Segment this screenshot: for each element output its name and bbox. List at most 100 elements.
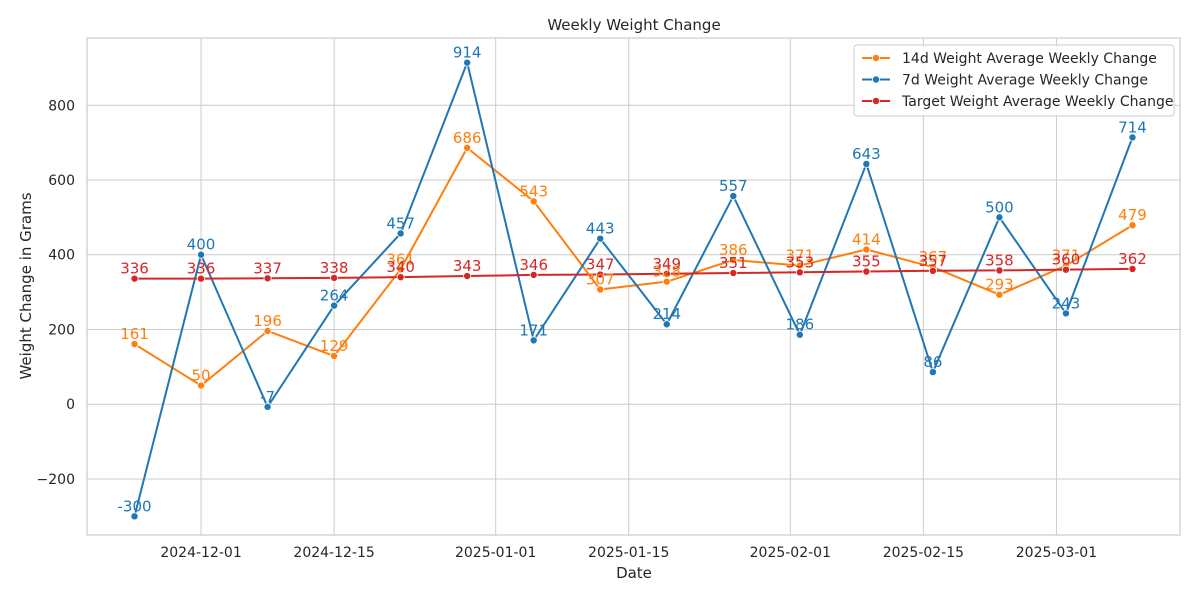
data-point: [130, 274, 139, 283]
x-axis-label: Date: [616, 564, 652, 582]
data-label: 457: [386, 214, 415, 232]
data-label: 340: [386, 258, 415, 276]
x-tick-label: 2025-01-15: [588, 545, 669, 561]
data-label: 336: [120, 260, 149, 278]
series-line-2: [134, 267, 1133, 280]
data-point: [795, 330, 804, 339]
data-point: [330, 352, 339, 361]
data-label: 336: [187, 260, 216, 278]
y-tick-label: −200: [37, 472, 75, 488]
data-point: [197, 381, 206, 390]
data-point: [130, 512, 139, 521]
data-point: [330, 301, 339, 310]
data-label: 500: [985, 198, 1014, 216]
data-label: 343: [453, 257, 482, 275]
x-tick-label: 2024-12-15: [293, 545, 374, 561]
data-label: 346: [519, 256, 548, 274]
data-label: 414: [852, 231, 881, 249]
data-point: [662, 277, 671, 286]
data-label: -7: [260, 388, 275, 406]
data-label: 355: [852, 253, 881, 271]
data-point: [263, 402, 272, 411]
legend-swatch-marker: [872, 75, 881, 84]
data-label: 361: [386, 250, 415, 268]
data-label: 338: [320, 259, 349, 277]
series-line-1: [133, 61, 1134, 517]
data-point: [463, 58, 472, 67]
tick-labels: −200 0 200 400 600 800 2024-12-01 2024-12-15 202…: [37, 98, 1098, 561]
y-tick-label: 200: [48, 322, 75, 338]
data-point: [396, 229, 405, 238]
data-label: 479: [1118, 206, 1147, 224]
data-label: 337: [253, 259, 282, 277]
data-label: 328: [652, 263, 681, 281]
data-label: 686: [453, 129, 482, 147]
data-label: 293: [985, 276, 1014, 294]
data-label: 367: [919, 248, 948, 266]
data-label: 557: [719, 177, 748, 195]
x-tick-label: 2025-03-01: [1016, 545, 1097, 561]
data-point: [529, 270, 538, 279]
data-point: [330, 273, 339, 282]
data-label: 351: [719, 254, 748, 272]
data-label: 353: [786, 253, 815, 271]
chart-title: Weekly Weight Change: [547, 16, 720, 34]
data-label: 171: [519, 321, 548, 339]
data-point: [130, 340, 139, 349]
data-label: 400: [187, 236, 216, 254]
data-label: 371: [1052, 247, 1081, 265]
data-label: -300: [117, 497, 151, 515]
y-tick-label: 0: [66, 397, 75, 413]
data-label: 347: [586, 256, 615, 274]
data-point: [396, 265, 405, 274]
x-tick-label: 2025-01-01: [455, 545, 536, 561]
data-label: 714: [1118, 118, 1147, 136]
data-point: [1128, 264, 1137, 273]
data-point: [596, 285, 605, 294]
data-point: [596, 270, 605, 279]
data-label: 643: [852, 145, 881, 163]
data-point: [263, 274, 272, 283]
data-point: [263, 326, 272, 335]
y-tick-label: 600: [48, 173, 75, 189]
data-point: [862, 245, 871, 254]
data-point: [1128, 133, 1137, 142]
x-tick-label: 2025-02-01: [750, 545, 831, 561]
data-point: [862, 267, 871, 276]
data-label: 129: [320, 337, 349, 355]
data-point: [662, 269, 671, 278]
data-point: [729, 269, 738, 278]
data-labels: 161 50 196 129 361 686 543 307 328 386 371 414 367 29…: [117, 44, 1146, 516]
legend-entry: 7d Weight Average Weekly Change: [902, 73, 1148, 89]
y-tick-label: 400: [48, 248, 75, 264]
series-layer: [130, 58, 1137, 521]
data-point: [729, 255, 738, 264]
data-label: 196: [253, 312, 282, 330]
data-label: 161: [120, 325, 149, 343]
data-point: [1061, 265, 1070, 274]
data-label: 214: [652, 305, 681, 323]
data-label: 264: [320, 287, 349, 305]
data-point: [197, 274, 206, 283]
legend-entry: Target Weight Average Weekly Change: [901, 94, 1174, 110]
data-label: 443: [586, 220, 615, 238]
data-label: 386: [719, 241, 748, 259]
y-axis-label: Weight Change in Grams: [17, 192, 35, 379]
data-point: [1128, 221, 1137, 230]
legend: 14d Weight Average Weekly Change 7d Weigh…: [853, 44, 1175, 117]
data-point: [529, 197, 538, 206]
data-point: [729, 192, 738, 201]
data-point: [995, 290, 1004, 299]
y-tick-label: 800: [48, 98, 75, 114]
data-label: 86: [923, 353, 942, 371]
data-point: [862, 159, 871, 168]
series-line-0: [133, 146, 1133, 387]
legend-swatch-marker: [872, 97, 881, 106]
data-point: [662, 320, 671, 329]
data-point: [596, 234, 605, 243]
data-label: 50: [192, 367, 211, 385]
data-label: 307: [586, 270, 615, 288]
legend-swatch-marker: [872, 54, 881, 63]
data-point: [463, 143, 472, 152]
